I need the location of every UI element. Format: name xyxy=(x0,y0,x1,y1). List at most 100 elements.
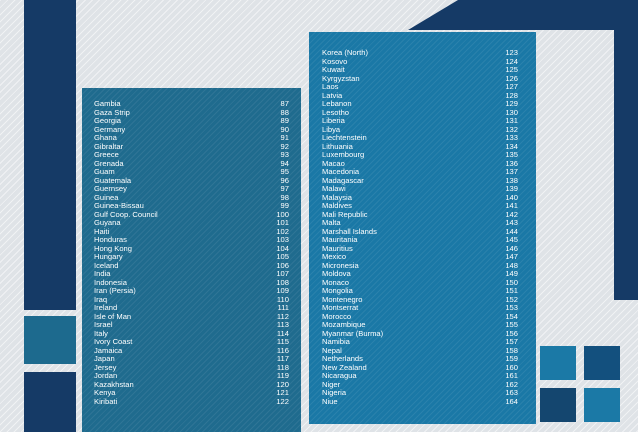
country-name: Mali Republic xyxy=(322,209,368,219)
country-name: Lesotho xyxy=(322,107,350,117)
country-name: Honduras xyxy=(94,235,127,244)
country-number: 110 xyxy=(276,294,289,304)
list-item: Gulf Coop. Council 100 xyxy=(94,210,289,220)
country-name: Luxembourg xyxy=(322,150,365,159)
list-item: Niue 164 xyxy=(322,397,522,407)
country-name: Lithuania xyxy=(322,141,353,151)
list-item: Iran (Persia) 109 xyxy=(94,286,289,296)
list-item: Ghana 91 xyxy=(94,133,289,143)
country-name: Mauritania xyxy=(322,235,358,244)
country-name: Kazakhstan xyxy=(94,379,134,389)
country-name: Guinea-Bissau xyxy=(94,201,144,210)
country-number: 131 xyxy=(505,116,518,125)
country-name: Ivory Coast xyxy=(94,337,133,346)
country-number: 155 xyxy=(505,320,518,329)
country-number: 126 xyxy=(505,73,518,83)
list-item: Nepal 158 xyxy=(322,346,522,356)
country-name: Malaysia xyxy=(322,192,352,202)
list-item: Nigeria 163 xyxy=(322,388,522,398)
country-name: Malawi xyxy=(322,184,346,193)
country-number: 150 xyxy=(505,277,518,287)
list-item: Mozambique 155 xyxy=(322,320,522,330)
country-number: 161 xyxy=(505,371,518,380)
country-number: 128 xyxy=(505,90,518,100)
country-name: Guyana xyxy=(94,218,121,227)
list-item: Myanmar (Burma) 156 xyxy=(322,328,522,339)
country-name: Isle of Man xyxy=(94,311,132,321)
country-number: 98 xyxy=(280,192,289,202)
country-name: Guatemala xyxy=(94,175,132,185)
country-number: 87 xyxy=(280,99,289,108)
country-name: Monaco xyxy=(322,277,350,287)
country-name: Israel xyxy=(94,320,113,329)
country-number: 90 xyxy=(280,124,289,134)
list-item: Libya 132 xyxy=(322,125,522,135)
list-item: Kosovo 124 xyxy=(322,57,522,67)
list-item: Laos 127 xyxy=(322,82,522,92)
country-name: Niger xyxy=(322,379,341,389)
decor-navy-bar xyxy=(24,0,76,310)
list-item: Latvia 128 xyxy=(322,90,522,101)
list-item: Madagascar 138 xyxy=(322,176,522,186)
list-item: Luxembourg 135 xyxy=(322,150,522,160)
country-name: Montserrat xyxy=(322,303,359,312)
decor-square-2 xyxy=(584,346,620,380)
country-name: New Zealand xyxy=(322,362,367,372)
country-number: 148 xyxy=(505,260,518,270)
country-number: 106 xyxy=(276,260,289,270)
country-name: Mauritius xyxy=(322,243,353,253)
country-name: Montenegro xyxy=(322,294,363,304)
list-item: Lebanon 129 xyxy=(322,99,522,109)
list-item: Mauritania 145 xyxy=(322,235,522,245)
country-number: 117 xyxy=(276,354,289,363)
country-number: 93 xyxy=(280,150,289,159)
country-name: Gaza Strip xyxy=(94,107,130,117)
country-number: 137 xyxy=(505,167,518,176)
list-item: Malaysia 140 xyxy=(322,192,522,203)
list-item: Japan 117 xyxy=(94,354,289,364)
country-number: 112 xyxy=(276,311,289,321)
list-item: Kuwait 125 xyxy=(322,65,522,75)
list-item: Nicaragua 161 xyxy=(322,371,522,381)
list-item: Guyana 101 xyxy=(94,218,289,228)
country-number: 95 xyxy=(280,167,289,176)
country-name: Malta xyxy=(322,218,341,227)
country-number: 156 xyxy=(505,328,518,338)
list-item: Malawi 139 xyxy=(322,184,522,194)
list-item: Korea (North) 123 xyxy=(322,48,522,58)
country-name: Grenada xyxy=(94,158,124,168)
country-name: Ghana xyxy=(94,133,117,142)
list-item: Guinea 98 xyxy=(94,192,289,203)
country-number: 160 xyxy=(505,362,518,372)
list-item: Grenada 94 xyxy=(94,158,289,169)
country-name: Iran (Persia) xyxy=(94,286,136,295)
country-number: 119 xyxy=(276,371,289,380)
country-number: 111 xyxy=(277,303,289,312)
country-number: 91 xyxy=(280,133,289,142)
country-name: Jersey xyxy=(94,362,117,372)
country-name: Maldives xyxy=(322,201,352,210)
list-item: Greece 93 xyxy=(94,150,289,160)
country-name: Netherlands xyxy=(322,354,363,363)
country-name: Myanmar (Burma) xyxy=(322,328,384,338)
country-number: 159 xyxy=(505,354,518,363)
list-item: Kiribati 122 xyxy=(94,397,289,407)
list-item: Ivory Coast 115 xyxy=(94,337,289,347)
country-number: 142 xyxy=(505,209,518,219)
list-item: Georgia 89 xyxy=(94,116,289,126)
country-name: Italy xyxy=(94,328,108,338)
list-item: Gibraltar 92 xyxy=(94,142,289,152)
country-number: 134 xyxy=(505,141,518,151)
country-name: Namibia xyxy=(322,337,350,346)
country-number: 116 xyxy=(276,345,289,355)
list-item: Micronesia 148 xyxy=(322,260,522,271)
list-item: Guam 95 xyxy=(94,167,289,177)
list-item: Macedonia 137 xyxy=(322,167,522,177)
country-number: 129 xyxy=(505,99,518,108)
country-number: 123 xyxy=(505,48,518,57)
country-name: Kyrgyzstan xyxy=(322,73,360,83)
country-name: Iraq xyxy=(94,294,108,304)
country-name: Greece xyxy=(94,150,119,159)
list-item: Jordan 119 xyxy=(94,371,289,381)
list-item: Hong Kong 104 xyxy=(94,244,289,254)
